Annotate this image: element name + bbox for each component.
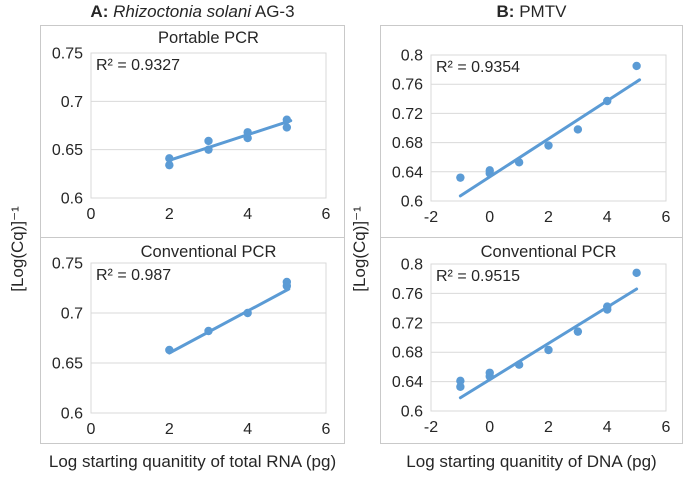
x-axis-label-b: Log starting quanitity of DNA (pg) — [406, 452, 657, 471]
x-tick-label: 2 — [165, 421, 174, 438]
trendline — [458, 78, 642, 198]
data-point — [485, 166, 494, 175]
x-tick-label: 6 — [662, 209, 671, 226]
r2-annotation-a-conventional: R² = 0.987 — [96, 267, 172, 284]
y-tick-label: 0.7 — [61, 306, 83, 323]
y-tick-label: 0.75 — [52, 256, 83, 273]
data-point — [456, 376, 465, 386]
x-tick-label: 4 — [603, 419, 612, 436]
data-point — [243, 128, 252, 137]
x-tick-label: 4 — [243, 421, 252, 438]
data-point — [165, 345, 174, 355]
data-point — [632, 268, 641, 278]
x-tick-label: 6 — [322, 206, 331, 223]
y-tick-label: 0.72 — [392, 106, 423, 123]
data-point — [544, 141, 553, 150]
panel-b-title: B: PMTV — [380, 2, 683, 22]
x-tick-label: 0 — [485, 419, 494, 436]
chart-b-conventional: 0.6 0.64 0.68 0.72 0.76 0.8 -2 0 2 4 6 — [392, 257, 671, 437]
panel-a-title-bold: A: — [90, 2, 109, 21]
x-tick-label: 6 — [662, 419, 671, 436]
data-point — [603, 96, 612, 106]
plot-area-border — [430, 263, 667, 412]
chart-a-conventional: 0.6 0.65 0.7 0.75 0 2 4 6 — [52, 256, 331, 439]
x-tick-label: 0 — [87, 206, 96, 223]
y-tick-label: 0.65 — [52, 142, 83, 159]
y-tick-label: 0.6 — [61, 191, 83, 208]
chart-a-portable: 0.6 0.65 0.7 0.75 0 2 4 6 — [52, 46, 331, 224]
data-point — [456, 173, 465, 182]
subplot-a-conventional: 0.6 0.65 0.7 0.75 0 2 4 6 Conventional PCR R² =… — [40, 237, 345, 444]
subplot-a-portable: 0.6 0.65 0.7 0.75 0 2 4 6 Portable PCR R² = 0.9… — [40, 25, 345, 238]
y-tick-label: 0.68 — [392, 135, 423, 152]
data-point — [243, 133, 252, 143]
subplot-b-conventional: 0.6 0.64 0.68 0.72 0.76 0.8 -2 0 2 4 6 Conventiona… — [380, 237, 683, 444]
y-tick-label: 0.64 — [392, 164, 423, 181]
y-tick-label: 0.64 — [392, 374, 423, 391]
x-tick-label: 2 — [544, 209, 553, 226]
panel-b-title-bold: B: — [496, 2, 515, 21]
x-axis-label-a: Log starting quanitity of total RNA (pg) — [48, 452, 337, 471]
panel-a-title-regular: AG-3 — [254, 2, 295, 21]
data-point — [603, 302, 612, 311]
x-tick-label: 4 — [243, 206, 252, 223]
y-tick-label: 0.75 — [52, 46, 83, 63]
x-tick-label: 0 — [485, 209, 494, 226]
y-axis-label-right: [Log(Cq)]⁻¹ — [350, 206, 369, 292]
data-point — [544, 345, 553, 355]
subplot-a-portable-title: Portable PCR — [158, 29, 259, 47]
data-point — [204, 136, 213, 146]
panel-a-title-italic: Rhizoctonia solani — [113, 2, 252, 21]
chart-b-portable: 0.6 0.64 0.68 0.72 0.76 0.8 -2 0 2 4 6 — [392, 48, 671, 227]
data-point — [573, 125, 583, 134]
data-point — [282, 115, 292, 124]
plot-area-border — [90, 262, 327, 414]
y-tick-label: 0.7 — [61, 94, 83, 111]
data-point — [514, 360, 524, 369]
data-point — [456, 382, 465, 391]
data-point — [165, 160, 174, 170]
trendline — [167, 287, 291, 355]
y-tick-label: 0.72 — [392, 315, 423, 332]
y-tick-label: 0.6 — [401, 404, 423, 421]
data-point — [204, 145, 213, 154]
r2-annotation-a-portable: R² = 0.9327 — [96, 57, 181, 74]
data-point — [204, 326, 213, 336]
plot-area-border — [430, 54, 667, 202]
r2-annotation-b-portable: R² = 0.9354 — [436, 59, 521, 76]
subplot-b-conventional-title: Conventional PCR — [480, 243, 617, 261]
data-point — [514, 158, 524, 167]
x-tick-label: -2 — [424, 419, 438, 436]
subplot-b-portable: 0.6 0.64 0.68 0.72 0.76 0.8 -2 0 2 4 6 R² = 0.9354 — [380, 25, 683, 238]
panel-a-title: A: Rhizoctonia solani AG-3 — [40, 2, 345, 22]
y-tick-label: 0.76 — [392, 77, 423, 94]
x-tick-label: 2 — [544, 419, 553, 436]
y-tick-label: 0.8 — [401, 257, 423, 274]
data-point — [485, 368, 494, 377]
panel-b-title-regular: PMTV — [519, 2, 567, 21]
data-point — [165, 154, 174, 163]
data-point — [282, 123, 292, 132]
y-tick-label: 0.68 — [392, 345, 423, 362]
x-tick-label: 4 — [603, 209, 612, 226]
x-tick-label: 2 — [165, 206, 174, 223]
y-axis-label-left: [Log(Cq)]⁻¹ — [8, 206, 27, 292]
y-tick-label: 0.8 — [401, 48, 423, 65]
trendline — [167, 119, 293, 162]
data-point — [632, 61, 641, 71]
data-point — [282, 277, 292, 287]
r2-annotation-b-conventional: R² = 0.9515 — [436, 268, 521, 285]
y-tick-label: 0.6 — [61, 406, 83, 423]
x-tick-label: 6 — [322, 421, 331, 438]
x-tick-label: -2 — [424, 209, 438, 226]
x-tick-label: 0 — [87, 421, 96, 438]
y-tick-label: 0.6 — [401, 194, 423, 211]
y-tick-label: 0.65 — [52, 356, 83, 373]
data-point — [573, 327, 583, 336]
data-point — [243, 308, 252, 318]
plot-area-border — [90, 52, 327, 199]
subplot-a-conventional-title: Conventional PCR — [140, 243, 277, 261]
y-tick-label: 0.76 — [392, 286, 423, 303]
